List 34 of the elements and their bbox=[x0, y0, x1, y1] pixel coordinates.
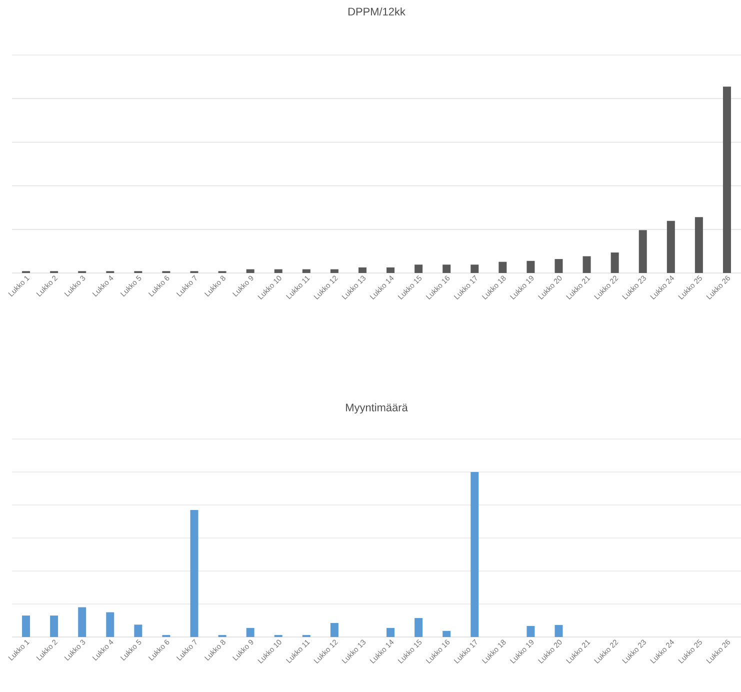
bar bbox=[666, 220, 675, 274]
bar bbox=[470, 264, 479, 274]
bar bbox=[582, 256, 591, 274]
bar bbox=[414, 264, 423, 274]
bar bbox=[78, 607, 86, 638]
bar bbox=[526, 626, 535, 638]
bar bbox=[526, 260, 535, 274]
bar bbox=[246, 628, 254, 638]
bar bbox=[246, 269, 254, 274]
chart-title: Myyntimäärä bbox=[346, 403, 408, 414]
bar bbox=[554, 259, 563, 274]
chart-title: DPPM/12kk bbox=[348, 7, 406, 16]
bar bbox=[694, 217, 703, 274]
bar bbox=[50, 616, 58, 638]
bar bbox=[442, 630, 451, 638]
bar bbox=[498, 262, 507, 274]
bar bbox=[302, 269, 310, 274]
bar bbox=[610, 252, 619, 274]
bar bbox=[386, 628, 395, 638]
bar bbox=[442, 264, 451, 274]
bar bbox=[134, 624, 142, 638]
bar bbox=[330, 622, 338, 638]
bar bbox=[722, 86, 731, 274]
bar bbox=[386, 267, 395, 274]
bar bbox=[470, 472, 479, 638]
bar bbox=[414, 618, 423, 638]
bar bbox=[358, 267, 366, 274]
bar bbox=[22, 616, 30, 638]
bar bbox=[638, 230, 647, 274]
bar bbox=[274, 269, 282, 274]
bar bbox=[106, 612, 114, 638]
bar bbox=[190, 510, 198, 638]
bar bbox=[330, 269, 338, 274]
bar bbox=[554, 624, 563, 638]
